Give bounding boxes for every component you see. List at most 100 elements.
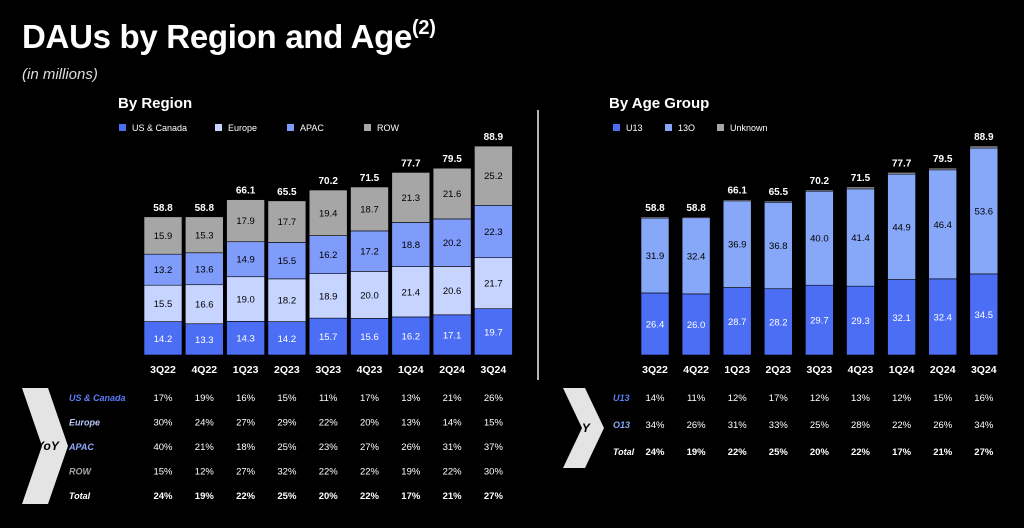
- yoy-cell-region: 30%: [484, 467, 504, 478]
- data-label-region: 16.2: [402, 331, 421, 342]
- data-label-region: 18.7: [360, 204, 379, 215]
- title-footnote: (2): [412, 17, 436, 39]
- data-label-region: 17.1: [443, 330, 462, 341]
- bar-segment-age: [805, 190, 834, 286]
- legend-label-region: APAC: [300, 123, 324, 133]
- bar-segment-age: [846, 188, 875, 287]
- bar-segment-age: [681, 216, 711, 219]
- bar-segment-age: [887, 173, 916, 280]
- bar-segment-age: [928, 169, 958, 280]
- bar-segment-region: [474, 205, 513, 259]
- yoy-cell-region: 16%: [236, 393, 256, 404]
- bar-segment-region: [391, 316, 431, 356]
- yoy-cell-age: 27%: [974, 447, 994, 458]
- data-label-region: 15.9: [154, 231, 173, 242]
- data-label-region: 19.0: [236, 295, 255, 306]
- data-label-region: 17.9: [236, 216, 255, 227]
- data-label-age: 53.6: [975, 206, 994, 217]
- yoy-cell-region: 40%: [153, 442, 173, 453]
- data-label-age: 41.4: [851, 233, 870, 244]
- bar-segment-region: [143, 216, 183, 255]
- yoy-row-label-age: Total: [613, 447, 635, 457]
- yoy-cell-region: 15%: [484, 418, 504, 429]
- bar-segment-age: [805, 189, 834, 192]
- category-label-age: 3Q23: [807, 364, 833, 376]
- legend-swatch-region: [287, 124, 294, 131]
- legend-swatch-age: [717, 124, 724, 131]
- total-label-region: 88.9: [484, 132, 504, 143]
- yoy-row-label-age: U13: [613, 393, 630, 403]
- yoy-chevron-age: [563, 388, 604, 468]
- legend-label-age: U13: [626, 123, 643, 133]
- yoy-cell-region: 25%: [277, 442, 297, 453]
- yoy-cell-region: 17%: [360, 393, 380, 404]
- data-label-region: 13.3: [195, 335, 214, 346]
- yoy-cell-region: 26%: [401, 442, 421, 453]
- data-label-region: 21.3: [402, 193, 421, 204]
- bar-segment-region: [185, 284, 224, 325]
- total-label-age: 58.8: [686, 203, 706, 214]
- legend-label-region: US & Canada: [132, 123, 187, 133]
- bar-segment-age: [969, 145, 999, 149]
- data-label-region: 22.3: [484, 227, 503, 238]
- category-label-region: 2Q23: [274, 364, 300, 376]
- total-label-region: 71.5: [360, 173, 380, 184]
- yoy-cell-region: 22%: [443, 467, 463, 478]
- category-label-region: 3Q23: [315, 364, 341, 376]
- category-label-age: 4Q22: [683, 364, 709, 376]
- yoy-cell-region: 27%: [360, 442, 380, 453]
- category-label-region: 1Q24: [398, 364, 424, 376]
- total-label-region: 58.8: [153, 203, 173, 214]
- yoy-cell-age: 25%: [769, 447, 789, 458]
- yoy-cell-region: 15%: [277, 393, 297, 404]
- bar-segment-region: [143, 253, 183, 286]
- yoy-cell-age: 20%: [810, 447, 830, 458]
- total-label-age: 77.7: [892, 158, 912, 169]
- data-label-age: 31.9: [646, 251, 665, 262]
- yoy-cell-region: 11%: [319, 393, 338, 404]
- yoy-row-label-region: ROW: [69, 467, 93, 477]
- data-label-region: 16.6: [195, 300, 214, 311]
- bar-segment-region: [308, 189, 348, 236]
- data-label-age: 28.7: [728, 317, 747, 328]
- yoy-row-label-region: Total: [69, 491, 91, 501]
- data-label-region: 18.8: [402, 240, 421, 251]
- yoy-cell-age: 12%: [892, 393, 912, 404]
- yoy-cell-age: 22%: [728, 447, 748, 458]
- bar-segment-region: [432, 314, 472, 356]
- legend-swatch-age: [665, 124, 672, 131]
- yoy-cell-region: 22%: [319, 418, 339, 429]
- data-label-region: 19.4: [319, 208, 338, 219]
- region-chart-title: By Region: [118, 95, 193, 112]
- data-label-age: 34.5: [975, 310, 994, 321]
- yoy-cell-region: 19%: [195, 393, 215, 404]
- data-label-region: 13.2: [154, 265, 173, 276]
- bar-segment-region: [226, 199, 265, 243]
- bar-segment-region: [350, 271, 389, 319]
- yoy-cell-region: 13%: [401, 418, 421, 429]
- total-label-region: 58.8: [195, 203, 215, 214]
- bar-segment-region: [391, 222, 431, 267]
- total-label-region: 65.5: [277, 187, 297, 198]
- bar-segment-region: [226, 321, 265, 356]
- yoy-cell-region: 29%: [277, 418, 297, 429]
- data-label-region: 20.0: [360, 290, 379, 301]
- bar-segment-age: [681, 217, 711, 295]
- bar-segment-age: [928, 167, 958, 171]
- data-label-age: 29.7: [810, 316, 829, 327]
- yoy-cell-region: 27%: [484, 491, 504, 502]
- total-label-region: 70.2: [318, 176, 338, 187]
- data-label-region: 14.3: [236, 334, 255, 345]
- yoy-cell-region: 24%: [195, 418, 215, 429]
- data-label-region: 25.2: [484, 171, 503, 182]
- yoy-label-age: YoY: [567, 421, 591, 435]
- yoy-cell-region: 22%: [236, 491, 256, 502]
- yoy-cell-age: 21%: [933, 447, 953, 458]
- yoy-cell-region: 14%: [443, 418, 463, 429]
- yoy-cell-age: 26%: [933, 420, 953, 431]
- yoy-cell-region: 21%: [443, 491, 463, 502]
- data-label-age: 40.0: [810, 234, 829, 245]
- data-label-region: 15.6: [360, 332, 379, 343]
- yoy-cell-region: 23%: [319, 442, 339, 453]
